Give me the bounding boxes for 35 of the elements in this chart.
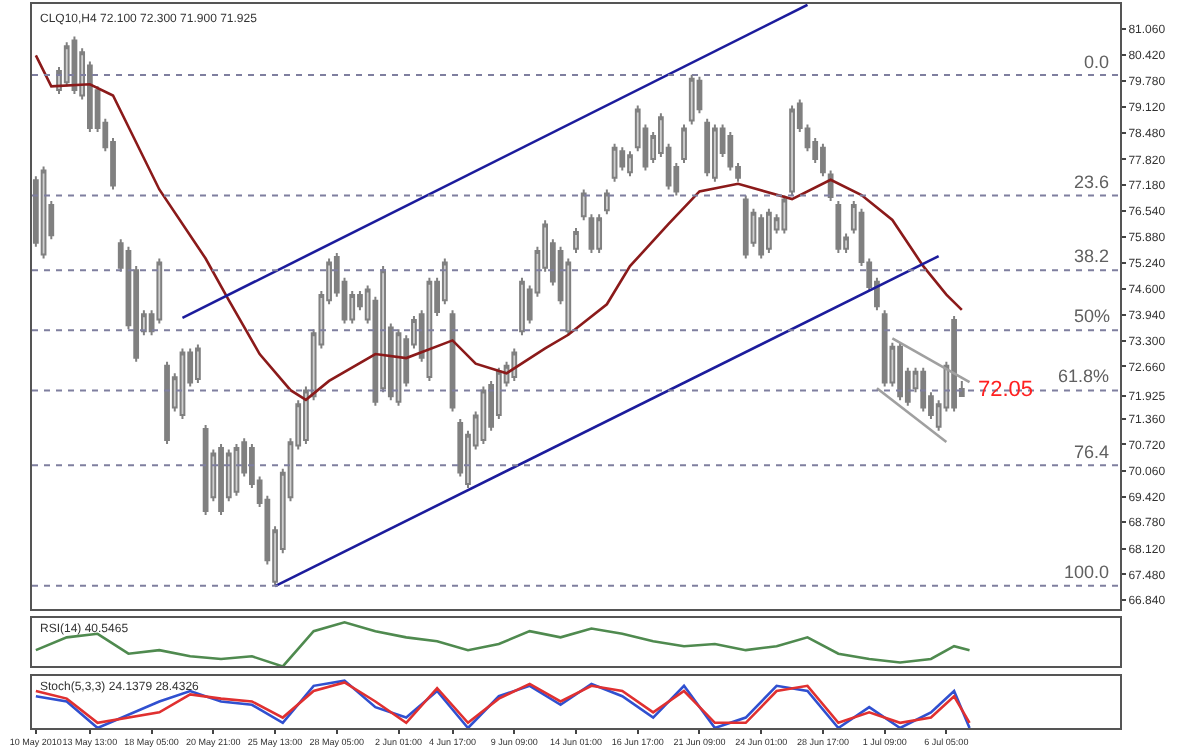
candlestick <box>63 41 70 88</box>
candlestick <box>951 314 957 413</box>
candlestick <box>596 213 603 254</box>
candlestick <box>897 341 903 402</box>
annotation: 76.4 <box>1074 442 1110 462</box>
line-series <box>34 54 964 402</box>
candlestick <box>920 366 927 413</box>
candlestick <box>820 142 826 178</box>
candlestick <box>603 188 610 216</box>
candlestick <box>881 309 888 388</box>
annotation: 72.05 <box>978 378 1034 402</box>
candlestick <box>704 117 711 178</box>
candlestick <box>573 227 579 254</box>
candlestick <box>712 123 718 183</box>
candlestick <box>218 442 224 516</box>
candlestick <box>202 424 209 516</box>
annotation: 38.2 <box>1074 246 1110 266</box>
candlestick <box>681 123 687 164</box>
annotation: 61.8% <box>1058 366 1110 386</box>
annotation: 23.6 <box>1074 172 1110 192</box>
candlestick <box>758 213 765 260</box>
candlestick <box>789 104 795 197</box>
candlestick <box>688 73 695 126</box>
candlestick <box>164 360 170 445</box>
annotation: 0.0 <box>1084 52 1110 72</box>
annotation: 100.0 <box>1064 562 1110 582</box>
candlestick <box>195 343 201 384</box>
candlestick <box>766 207 772 254</box>
candlestick <box>627 150 633 178</box>
candlestick <box>835 200 842 254</box>
candlestick <box>511 347 518 382</box>
candlestick <box>742 194 749 260</box>
annotation: 50% <box>1074 306 1111 326</box>
candlestick <box>519 276 525 337</box>
candlestick <box>781 194 788 235</box>
